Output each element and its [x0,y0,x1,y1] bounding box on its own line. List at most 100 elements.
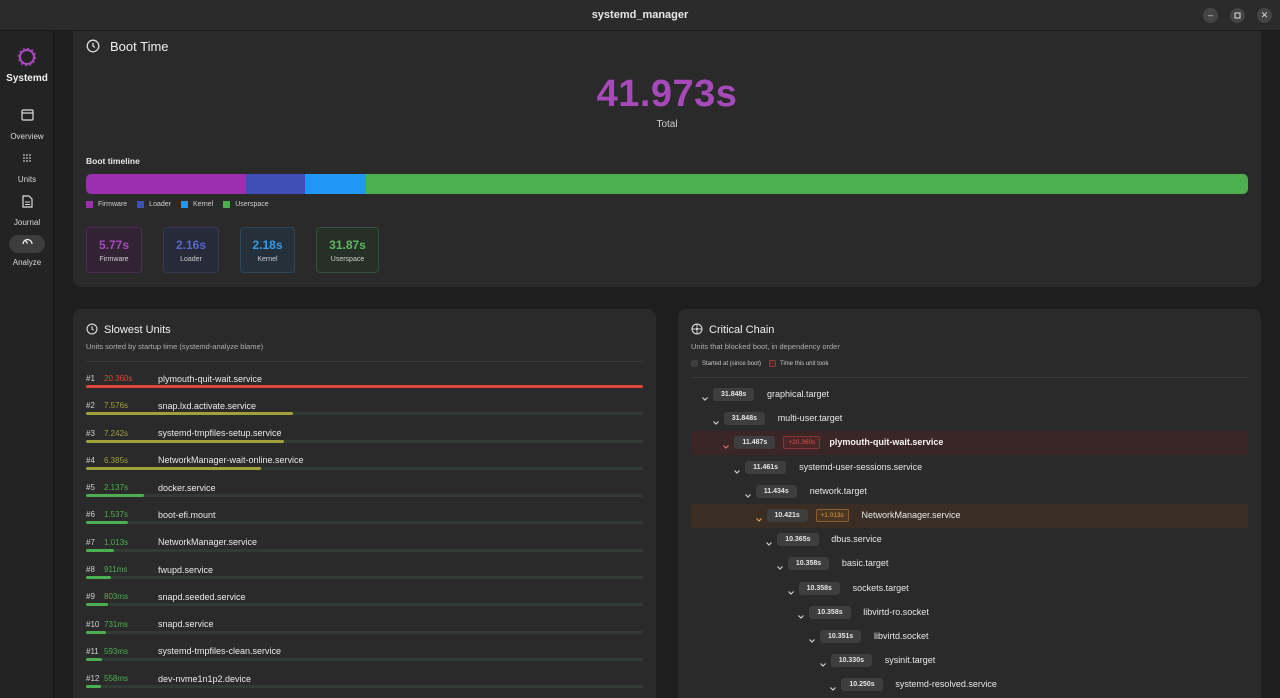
slow-unit-row[interactable]: #7 1.013s NetworkManager.service [86,526,643,553]
chevron-down-icon[interactable] [787,584,795,595]
legend-item-kernel: Kernel [180,201,213,208]
legend-swatch [223,201,231,208]
timeline-segment-loader [245,174,306,194]
chevron-down-icon[interactable] [744,487,752,498]
unit-name: docker.service [158,482,216,493]
chain-unit-row[interactable]: 10.330s sysinit.target [691,649,1248,673]
slow-unit-row[interactable]: #2 7.576s snap.lxd.activate.service [86,389,643,416]
chain-unit-name: systemd-user-sessions.service [799,461,923,472]
timeline-segment-userspace [365,174,1248,194]
unit-rank: #7 [86,537,95,547]
chevron-down-icon[interactable] [808,632,816,643]
chain-unit-row[interactable]: 10.250s systemd-resolved.service [691,673,1248,697]
slow-unit-row[interactable]: #6 1.537s boot-efi.mount [86,498,643,525]
legend-item-firmware: Firmware [86,201,127,208]
start-time-badge: 10.358s [809,605,851,619]
chain-unit-name: sysinit.target [884,655,936,666]
chevron-down-icon[interactable] [765,535,773,547]
duration-bar-track [86,385,643,388]
chevron-down-icon[interactable] [776,559,784,571]
chain-unit-row[interactable]: 11.461s systemd-user-sessions.service [691,456,1248,480]
slow-unit-row[interactable]: #4 6.385s NetworkManager-wait-online.servi… [86,444,643,471]
duration-bar-track [86,494,643,498]
slow-unit-row[interactable]: #10 731ms snapd.service [86,608,643,635]
clock-icon [86,39,100,53]
chain-unit-name: libvirtd.socket [874,631,929,641]
phase-value: 31.87s [329,238,366,252]
chevron-down-icon[interactable] [797,608,805,619]
unit-duration: 6.385s [104,455,129,465]
legend-swatch [180,201,188,208]
slow-unit-row[interactable]: #1 20.360s plymouth-quit-wait.service [86,362,643,389]
chain-unit-row[interactable]: 10.358s sockets.target [691,577,1248,601]
chain-unit-row[interactable]: 11.434s network.target [691,480,1248,504]
nav-item-journal[interactable]: Journal [0,193,54,227]
unit-name: snap.lxd.activate.service [158,400,257,411]
start-time-badge: 11.487s [734,436,776,450]
title-bar: systemd_manager – ✕ [0,0,1280,31]
minimize-button[interactable]: – [1203,8,1218,23]
nav-item-analyze[interactable]: Analyze [0,233,54,267]
legend-label: Userspace [235,201,269,208]
unit-duration-badge: +1.013s [815,509,849,522]
chevron-down-icon[interactable] [701,390,709,401]
nav-item-overview[interactable]: Overview [0,107,54,141]
chevron-down-icon[interactable] [829,680,837,692]
slow-unit-row[interactable]: #11 593ms systemd-tmpfiles-clean.service [86,635,643,662]
critical-chain-card: Critical Chain Units that blocked boot, … [678,309,1261,698]
chain-unit-row[interactable]: 10.351s libvirtd.socket [691,625,1248,649]
unit-name: systemd-tmpfiles-setup.service [158,428,282,439]
timeline-segment-kernel [305,174,366,194]
unit-rank: #1 [86,374,95,383]
chevron-down-icon[interactable] [819,656,827,668]
unit-name: NetworkManager-wait-online.service [158,455,304,466]
chain-unit-row[interactable]: 10.365s dbus.service [691,528,1248,552]
nav-item-units[interactable]: Units [0,150,54,184]
total-label: Total [656,119,678,130]
chain-unit-row[interactable]: 11.487s +20.360s plymouth-quit-wait.servic… [691,431,1248,456]
slow-unit-row[interactable]: #9 803ms snapd.seeded.service [86,580,643,607]
systemd-logo-icon [17,47,37,67]
chevron-down-icon[interactable] [733,463,741,474]
maximize-button[interactable] [1230,8,1245,23]
chain-unit-name: graphical.target [767,389,830,399]
chain-unit-row[interactable]: 10.358s basic.target [691,552,1248,576]
phase-value: 5.77s [98,238,130,252]
slow-unit-row[interactable]: #8 911ms fwupd.service [86,553,643,580]
grid-icon [23,154,31,162]
phase-card-kernel: 2.18s Kernel [240,227,295,273]
duration-bar-fill [86,576,112,580]
duration-bar-fill [86,439,285,443]
duration-bar-track [86,521,643,525]
slow-unit-row[interactable]: #3 7.242s systemd-tmpfiles-setup.service [86,417,643,444]
phase-card-userspace: 31.87s Userspace [316,227,379,273]
chevron-down-icon[interactable] [712,414,720,426]
nav-label-journal: Journal [13,218,41,227]
boot-phase-cards: 5.77s Firmware 2.16s Loader 2.18s Kernel 31.87… [86,227,379,273]
unit-rank: #8 [86,565,95,575]
start-time-badge: 10.351s [820,630,862,643]
slow-unit-row[interactable]: #12 558ms dev-nvme1n1p2.device [86,662,643,689]
unit-duration-badge: +20.360s [783,436,821,450]
unit-name: plymouth-quit-wait.service [158,373,263,384]
chain-unit-row[interactable]: 10.421s +1.013s NetworkManager.service [691,504,1248,528]
chain-unit-row[interactable]: 10.358s libvirtd-ro.socket [691,601,1248,625]
chevron-down-icon[interactable] [755,511,763,522]
slow-unit-row[interactable]: #5 2.137s docker.service [86,471,643,498]
unit-rank: #2 [86,401,95,411]
window-title: systemd_manager [591,9,689,21]
close-button[interactable]: ✕ [1257,8,1272,23]
chain-unit-row[interactable]: 31.848s multi-user.target [691,407,1248,431]
unit-rank: #10 [86,619,100,629]
unit-rank: #11 [86,646,99,656]
chain-legend-item: Time this unit took [769,360,829,367]
document-icon [21,195,33,208]
nav-label-analyze: Analyze [12,258,42,267]
duration-bar-track [86,657,643,661]
chevron-down-icon[interactable] [722,438,730,450]
unit-duration: 1.537s [104,510,129,520]
brand-label: Systemd [6,73,48,84]
chain-unit-row[interactable]: 31.848s graphical.target [691,383,1248,407]
phase-card-firmware: 5.77s Firmware [86,227,142,273]
